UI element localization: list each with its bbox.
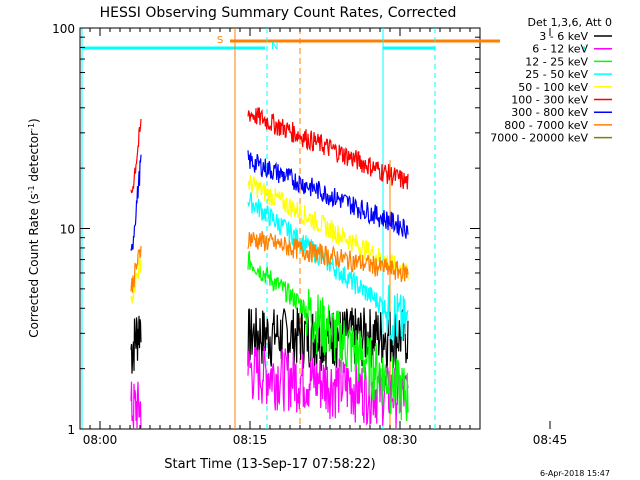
saa-flag-label: S bbox=[217, 35, 223, 46]
x-axis-label: Start Time (13-Sep-17 07:58:22) bbox=[164, 457, 375, 472]
series-line bbox=[247, 250, 409, 422]
x-tick-label: 08:15 bbox=[233, 433, 268, 447]
series-line bbox=[130, 118, 142, 194]
legend-label: 6 - 12 keV bbox=[532, 43, 588, 56]
x-tick-label: 08:00 bbox=[83, 433, 118, 447]
legend-label: 300 - 800 keV bbox=[511, 106, 588, 119]
legend-label: 800 - 7000 keV bbox=[504, 119, 588, 132]
chart-title: HESSI Observing Summary Count Rates, Cor… bbox=[100, 5, 457, 21]
series-line bbox=[130, 154, 142, 251]
legend-header: Det 1,3,6, Att 0 bbox=[528, 16, 612, 29]
series-line bbox=[247, 231, 409, 283]
series-line bbox=[130, 315, 142, 374]
series-line bbox=[247, 150, 409, 239]
x-tick-label: 08:45 bbox=[533, 433, 568, 447]
legend-label: 3 - 6 keV bbox=[539, 30, 588, 43]
y-tick-label: 1 bbox=[67, 423, 75, 437]
series-line bbox=[130, 381, 142, 429]
legend-label: 100 - 300 keV bbox=[511, 94, 588, 107]
series-line bbox=[247, 107, 409, 190]
legend-label: 7000 - 20000 keV bbox=[490, 132, 588, 145]
x-tick-label: 08:30 bbox=[383, 433, 418, 447]
night-flag-label: N bbox=[271, 41, 278, 52]
y-tick-label: 100 bbox=[52, 22, 75, 36]
series-line bbox=[130, 256, 142, 304]
footer-timestamp: 6-Apr-2018 15:47 bbox=[540, 469, 610, 478]
legend-label: 12 - 25 keV bbox=[525, 55, 588, 68]
legend-label: 50 - 100 keV bbox=[518, 81, 588, 94]
series-line bbox=[130, 245, 142, 293]
legend-label: 25 - 50 keV bbox=[525, 68, 588, 81]
y-axis-label: Corrected Count Rate (s-1 detector-1) bbox=[27, 118, 41, 337]
y-tick-label: 10 bbox=[60, 223, 75, 237]
